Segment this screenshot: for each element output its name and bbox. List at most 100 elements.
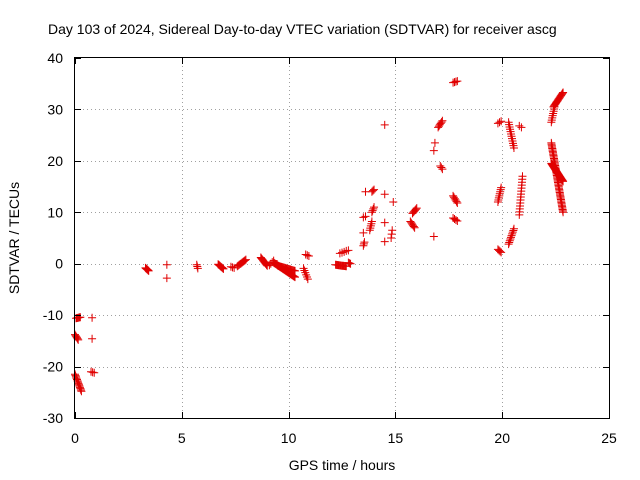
- data-point: [411, 205, 420, 214]
- data-point: [506, 233, 515, 242]
- data-point: [193, 262, 202, 271]
- data-point: [219, 264, 228, 273]
- data-point: [369, 204, 378, 213]
- data-point: [77, 387, 86, 396]
- data-point: [217, 263, 226, 272]
- data-point: [367, 187, 376, 196]
- data-point: [240, 256, 249, 265]
- data-point: [367, 208, 376, 217]
- x-tick-label: 5: [178, 430, 186, 446]
- x-axis-tick-labels: 0 5 10 15 20 25: [71, 430, 617, 446]
- data-point: [380, 120, 389, 129]
- data-point: [517, 123, 526, 132]
- data-point: [452, 197, 461, 206]
- data-point: [304, 252, 313, 260]
- data-point: [338, 248, 346, 257]
- data-point: [412, 204, 421, 213]
- data-point: [241, 255, 250, 264]
- chart-title: Day 103 of 2024, Sidereal Day-to-day VTE…: [48, 21, 557, 37]
- data-point: [359, 213, 368, 222]
- data-point: [218, 264, 227, 273]
- data-point: [559, 177, 568, 186]
- data-points: [71, 77, 568, 396]
- data-point: [226, 262, 235, 271]
- data-point: [453, 199, 462, 208]
- data-point: [438, 165, 447, 174]
- data-point: [497, 248, 506, 257]
- data-point: [366, 221, 375, 230]
- data-point: [380, 218, 389, 227]
- data-point: [359, 241, 368, 250]
- data-point: [389, 198, 398, 206]
- data-point: [497, 183, 506, 192]
- data-point: [559, 208, 568, 217]
- data-point: [438, 116, 447, 125]
- data-point: [518, 172, 527, 181]
- data-point: [509, 224, 518, 233]
- data-point: [388, 226, 397, 235]
- data-point: [453, 217, 462, 226]
- data-point: [299, 264, 308, 273]
- data-point: [367, 219, 376, 228]
- data-point: [359, 228, 368, 237]
- data-point: [557, 90, 566, 99]
- data-point: [505, 238, 514, 247]
- data-point: [387, 234, 396, 242]
- data-point: [345, 259, 354, 268]
- data-point: [303, 251, 312, 260]
- data-point: [303, 275, 312, 284]
- data-point: [192, 260, 201, 269]
- data-point: [504, 240, 513, 249]
- data-point: [370, 185, 379, 194]
- data-point: [230, 263, 239, 272]
- data-point: [411, 206, 420, 215]
- y-tick-label: 0: [55, 256, 63, 272]
- data-point: [410, 223, 419, 232]
- data-point: [344, 246, 353, 255]
- data-point: [143, 265, 152, 274]
- data-point: [76, 313, 85, 322]
- y-tick-label: 30: [47, 101, 63, 117]
- data-point: [508, 229, 517, 238]
- data-point: [387, 230, 396, 239]
- data-point: [370, 203, 379, 212]
- data-point: [505, 236, 514, 245]
- y-tick-label: -20: [43, 359, 63, 375]
- data-point: [88, 313, 97, 322]
- grid-lines: [75, 58, 609, 418]
- data-point: [144, 266, 153, 275]
- data-point: [409, 222, 418, 231]
- data-point: [497, 117, 506, 126]
- data-point: [228, 263, 237, 272]
- data-point: [515, 121, 524, 130]
- x-tick-label: 20: [494, 430, 510, 446]
- x-tick-label: 25: [601, 430, 617, 446]
- data-point: [359, 239, 368, 248]
- data-point: [437, 118, 446, 127]
- y-axis-tick-labels: -30 -20 -10 0 10 20 30 40: [43, 50, 63, 426]
- data-point: [342, 246, 351, 255]
- data-point: [509, 144, 518, 152]
- y-tick-label: 40: [47, 50, 63, 66]
- data-point: [493, 119, 502, 128]
- data-point: [507, 231, 516, 240]
- data-point: [346, 259, 355, 268]
- data-point: [368, 186, 377, 195]
- x-tick-label: 0: [71, 430, 79, 446]
- x-axis-label: GPS time / hours: [289, 457, 396, 473]
- data-point: [74, 335, 83, 344]
- data-point: [508, 228, 517, 237]
- data-point: [451, 216, 460, 224]
- x-tick-label: 15: [388, 430, 404, 446]
- data-point: [368, 206, 377, 215]
- x-tick-label: 10: [281, 430, 297, 446]
- data-point: [506, 235, 515, 244]
- data-point: [90, 368, 99, 377]
- data-point: [361, 212, 370, 221]
- data-point: [367, 217, 376, 226]
- data-point: [87, 367, 96, 376]
- data-point: [437, 163, 446, 172]
- y-tick-label: -10: [43, 307, 63, 323]
- data-point: [162, 260, 171, 269]
